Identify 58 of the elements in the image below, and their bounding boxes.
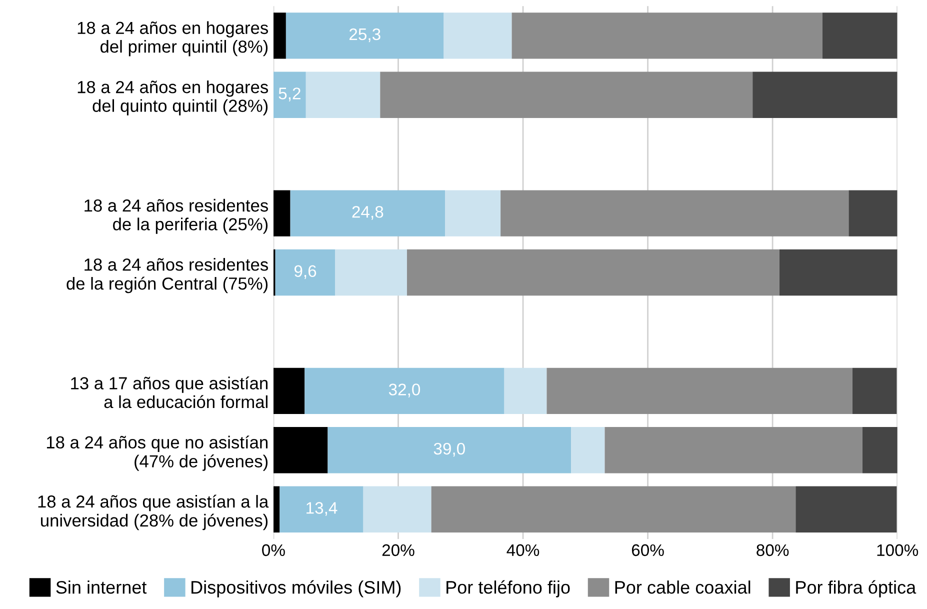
bar [752,72,898,118]
y-tick-label: 18 a 24 años en hogares del quinto quintil (28%) [78,80,268,116]
bar [363,486,432,532]
y-tick-label: 13 a 17 años que asistían a la educación formal [71,376,268,408]
bar [273,12,286,59]
bar [604,427,862,474]
y-tick-label: 18 a 24 años que no asistían (47% de jóvenes) [46,436,268,471]
x-tick-label: 20% [382,544,414,556]
legend-label: Sin internet [56,580,147,594]
bar [286,12,444,59]
bar [779,249,898,296]
data-label: 9,6 [294,265,316,279]
bar [852,368,897,414]
bar [445,190,501,236]
bar [512,12,822,59]
data-label: 5,2 [278,88,300,102]
x-tick-label: 100% [877,544,918,556]
data-label: 39,0 [434,442,465,457]
y-tick-label: 18 a 24 años que asistían a la universidad (28% de jóvenes) [38,494,269,530]
bar [328,427,572,474]
bar [546,368,852,414]
bar [444,12,512,59]
x-tick-label: 40% [506,544,540,556]
y-tick-label: 18 a 24 años en hogares del primer quintil (8%) [78,21,268,56]
x-tick-label: 0% [262,544,285,556]
bar [796,486,897,532]
bar [273,486,280,532]
bar [306,72,380,118]
bar [335,249,407,296]
bar [406,249,780,296]
bar [273,72,306,118]
legend-label: Por teléfono fijo [446,580,570,598]
bar [273,368,305,414]
data-label: 13,4 [306,502,338,516]
bar [822,12,898,59]
legend-label: Por cable coaxial [615,580,750,594]
x-tick-label: 80% [756,544,789,556]
bar [380,72,753,118]
bar [431,486,796,532]
legend-label: Dispositivos móviles (SIM) [192,580,401,598]
bar [273,427,328,474]
x-tick-label: 60% [632,544,664,556]
bar [290,190,446,236]
data-label: 32,0 [388,384,420,398]
bar [862,427,898,474]
bar [848,190,898,236]
bar [273,190,290,236]
legend-label: Por fibra óptica [796,580,916,598]
bar [500,190,849,236]
bar [504,368,547,414]
y-tick-label: 18 a 24 años residentes de la región Central (75%) [66,258,268,294]
data-label: 24,8 [352,206,384,220]
bar [275,249,336,296]
bar [571,427,605,474]
bar [304,368,504,414]
y-tick-label: 18 a 24 años residentes de la periferia (25%) [84,198,268,234]
data-label: 25,3 [349,28,380,42]
bar [280,486,364,532]
